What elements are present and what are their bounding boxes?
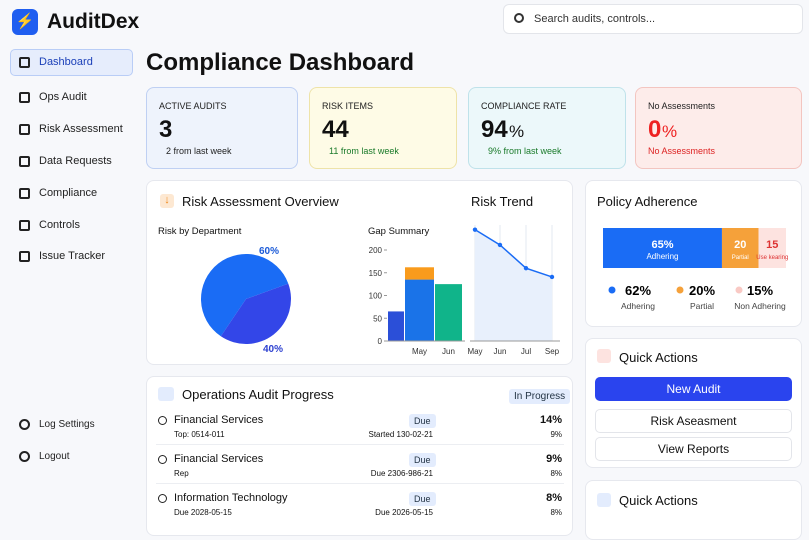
kpi-note: 9% from last week — [488, 146, 562, 156]
policy-title: Policy Adherence — [597, 194, 698, 209]
kpi-note: 11 from last week — [329, 146, 399, 156]
row-name: Information Technology — [174, 492, 288, 504]
row-sub: Due 2028-05-15 — [174, 508, 232, 517]
row-pct2: 9% — [550, 430, 562, 439]
row-sub: Rep — [174, 469, 189, 478]
kpi-value: 0 — [648, 116, 662, 143]
ops-card — [146, 376, 573, 536]
row-radio — [158, 416, 167, 425]
row-pct: 8% — [546, 492, 562, 504]
row-badge: Due — [409, 453, 436, 467]
risk-title: Risk Assessment Overview — [182, 194, 339, 209]
quick-icon-2 — [597, 493, 611, 507]
nav-item: Dashboard — [39, 56, 93, 68]
kpi-value: 3 — [159, 116, 173, 143]
nav-item: Ops Audit — [39, 91, 87, 103]
risk-icon: ↓ — [160, 194, 174, 208]
row-date: Due 2026-05-15 — [375, 508, 433, 517]
nav-item: Controls — [39, 219, 80, 231]
row-pct2: 8% — [550, 508, 562, 517]
kpi-unit: % — [662, 122, 678, 141]
nav-item: Data Requests — [39, 155, 112, 167]
nav-icon — [19, 156, 30, 167]
kpi-note: No Assessments — [648, 146, 716, 156]
row-pct: 14% — [539, 414, 562, 426]
kpi-card — [309, 87, 457, 169]
row-pct: 9% — [546, 453, 562, 465]
nav-item: Risk Assessment — [39, 123, 123, 135]
action-button[interactable]: Risk Aseasment — [595, 409, 792, 433]
logo-icon: ⚡ — [12, 9, 38, 35]
kpi-label: COMPLIANCE RATE — [481, 101, 567, 111]
nav-icon — [19, 188, 30, 199]
ops-status: In Progress — [509, 389, 571, 404]
kpi-label: No Assessments — [648, 101, 716, 111]
page: ⚡ AuditDex Search audits, controls... Da… — [10, 4, 803, 540]
quick-card-2 — [585, 480, 802, 540]
kpi-unit: % — [509, 122, 525, 141]
nav-item: Logout — [39, 451, 70, 462]
kpi-card — [468, 87, 626, 169]
search-box[interactable]: Search audits, controls... — [503, 4, 803, 34]
quick-icon — [597, 349, 611, 363]
nav-icon — [19, 220, 30, 231]
gap-title: Gap Summary — [368, 226, 430, 237]
row-divider — [156, 483, 564, 484]
row-date: Started 130-02-21 — [368, 430, 434, 439]
nav-item: Log Settings — [39, 419, 95, 430]
action-button[interactable]: View Reports — [595, 437, 792, 461]
row-name: Financial Services — [174, 453, 264, 465]
kpi-card — [146, 87, 298, 169]
row-badge: Due — [409, 492, 436, 506]
nav-icon — [19, 251, 30, 262]
kpi-value: 94 — [481, 116, 508, 143]
nav-icon — [19, 419, 30, 430]
action-button[interactable]: New Audit — [595, 377, 792, 401]
kpi-label: RISK ITEMS — [322, 101, 374, 111]
nav-item: Compliance — [39, 187, 98, 199]
page-title: Compliance Dashboard — [146, 49, 415, 76]
search-icon — [514, 13, 524, 23]
kpi-label: ACTIVE AUDITS — [159, 101, 227, 111]
search-placeholder: Search audits, controls... — [534, 13, 656, 25]
row-name: Financial Services — [174, 414, 264, 426]
nav-item: Issue Tracker — [39, 250, 106, 262]
nav-icon — [19, 92, 30, 103]
ops-title: Operations Audit Progress — [182, 387, 334, 402]
kpi-value: 44 — [322, 116, 349, 143]
kpi-card — [635, 87, 802, 169]
row-radio — [158, 455, 167, 464]
row-divider — [156, 444, 564, 445]
trend-title: Risk Trend — [471, 194, 534, 209]
row-date: Due 2306-986-21 — [370, 469, 433, 478]
quick-title: Quick Actions — [619, 350, 698, 365]
quick-title-2: Quick Actions — [619, 493, 698, 508]
kpi-note: 2 from last week — [166, 146, 232, 156]
nav-active[interactable] — [10, 49, 133, 76]
app-name: AuditDex — [47, 10, 140, 33]
pie-title: Risk by Department — [158, 226, 242, 237]
row-sub: Top: 0514-011 — [174, 430, 225, 439]
row-radio — [158, 494, 167, 503]
row-pct2: 8% — [550, 469, 562, 478]
nav-icon — [19, 124, 30, 135]
nav-icon — [19, 451, 30, 462]
row-badge: Due — [409, 414, 436, 428]
nav-icon — [19, 57, 30, 68]
ops-icon — [158, 387, 174, 401]
